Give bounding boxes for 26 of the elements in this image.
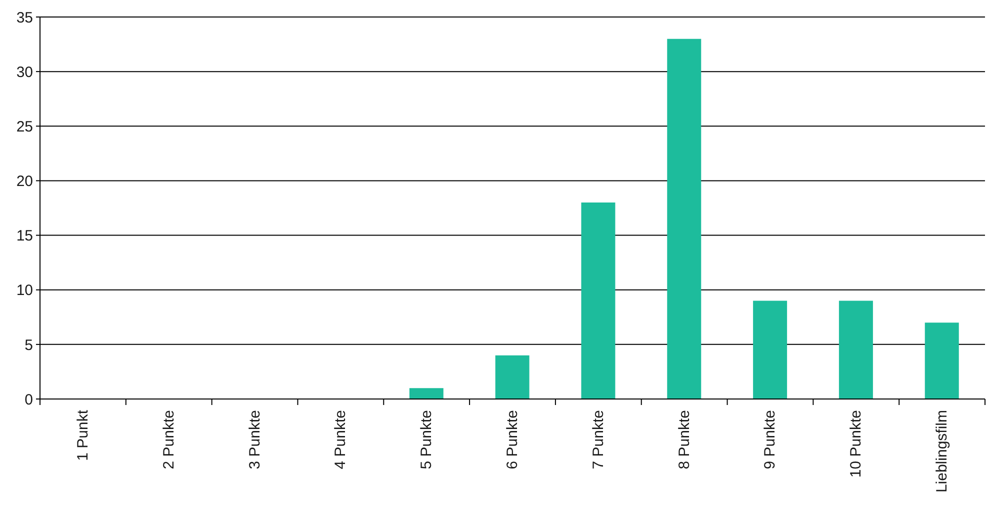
y-tick-label: 30 bbox=[16, 64, 33, 81]
x-tick-label: 7 Punkte bbox=[590, 410, 607, 470]
y-tick-label: 25 bbox=[16, 118, 33, 136]
x-tick-label: Lieblingsfilm bbox=[934, 410, 951, 493]
y-tick-label: 5 bbox=[24, 336, 33, 354]
x-tick-label: 5 Punkte bbox=[418, 410, 436, 470]
y-tick-label: 0 bbox=[24, 391, 33, 408]
x-tick-label: 3 Punkte bbox=[246, 410, 264, 470]
y-tick-label: 15 bbox=[16, 228, 33, 245]
bar bbox=[495, 355, 530, 399]
bar bbox=[581, 202, 616, 399]
bar bbox=[409, 388, 444, 399]
bar bbox=[753, 300, 788, 399]
y-tick-label: 10 bbox=[16, 282, 33, 300]
x-tick-label: 1 Punkt bbox=[74, 409, 92, 461]
bar bbox=[838, 300, 873, 399]
x-tick-label: 2 Punkte bbox=[160, 410, 178, 470]
bar bbox=[924, 322, 959, 399]
x-tick-label: 6 Punkte bbox=[504, 410, 521, 470]
x-tick-label: 10 Punkte bbox=[848, 410, 865, 478]
y-tick-label: 35 bbox=[16, 9, 33, 26]
x-tick-label: 4 Punkte bbox=[332, 410, 350, 470]
bar bbox=[667, 38, 702, 399]
x-tick-label: 9 Punkte bbox=[762, 410, 779, 470]
x-tick-label: 8 Punkte bbox=[676, 410, 693, 470]
y-tick-label: 20 bbox=[16, 173, 33, 190]
